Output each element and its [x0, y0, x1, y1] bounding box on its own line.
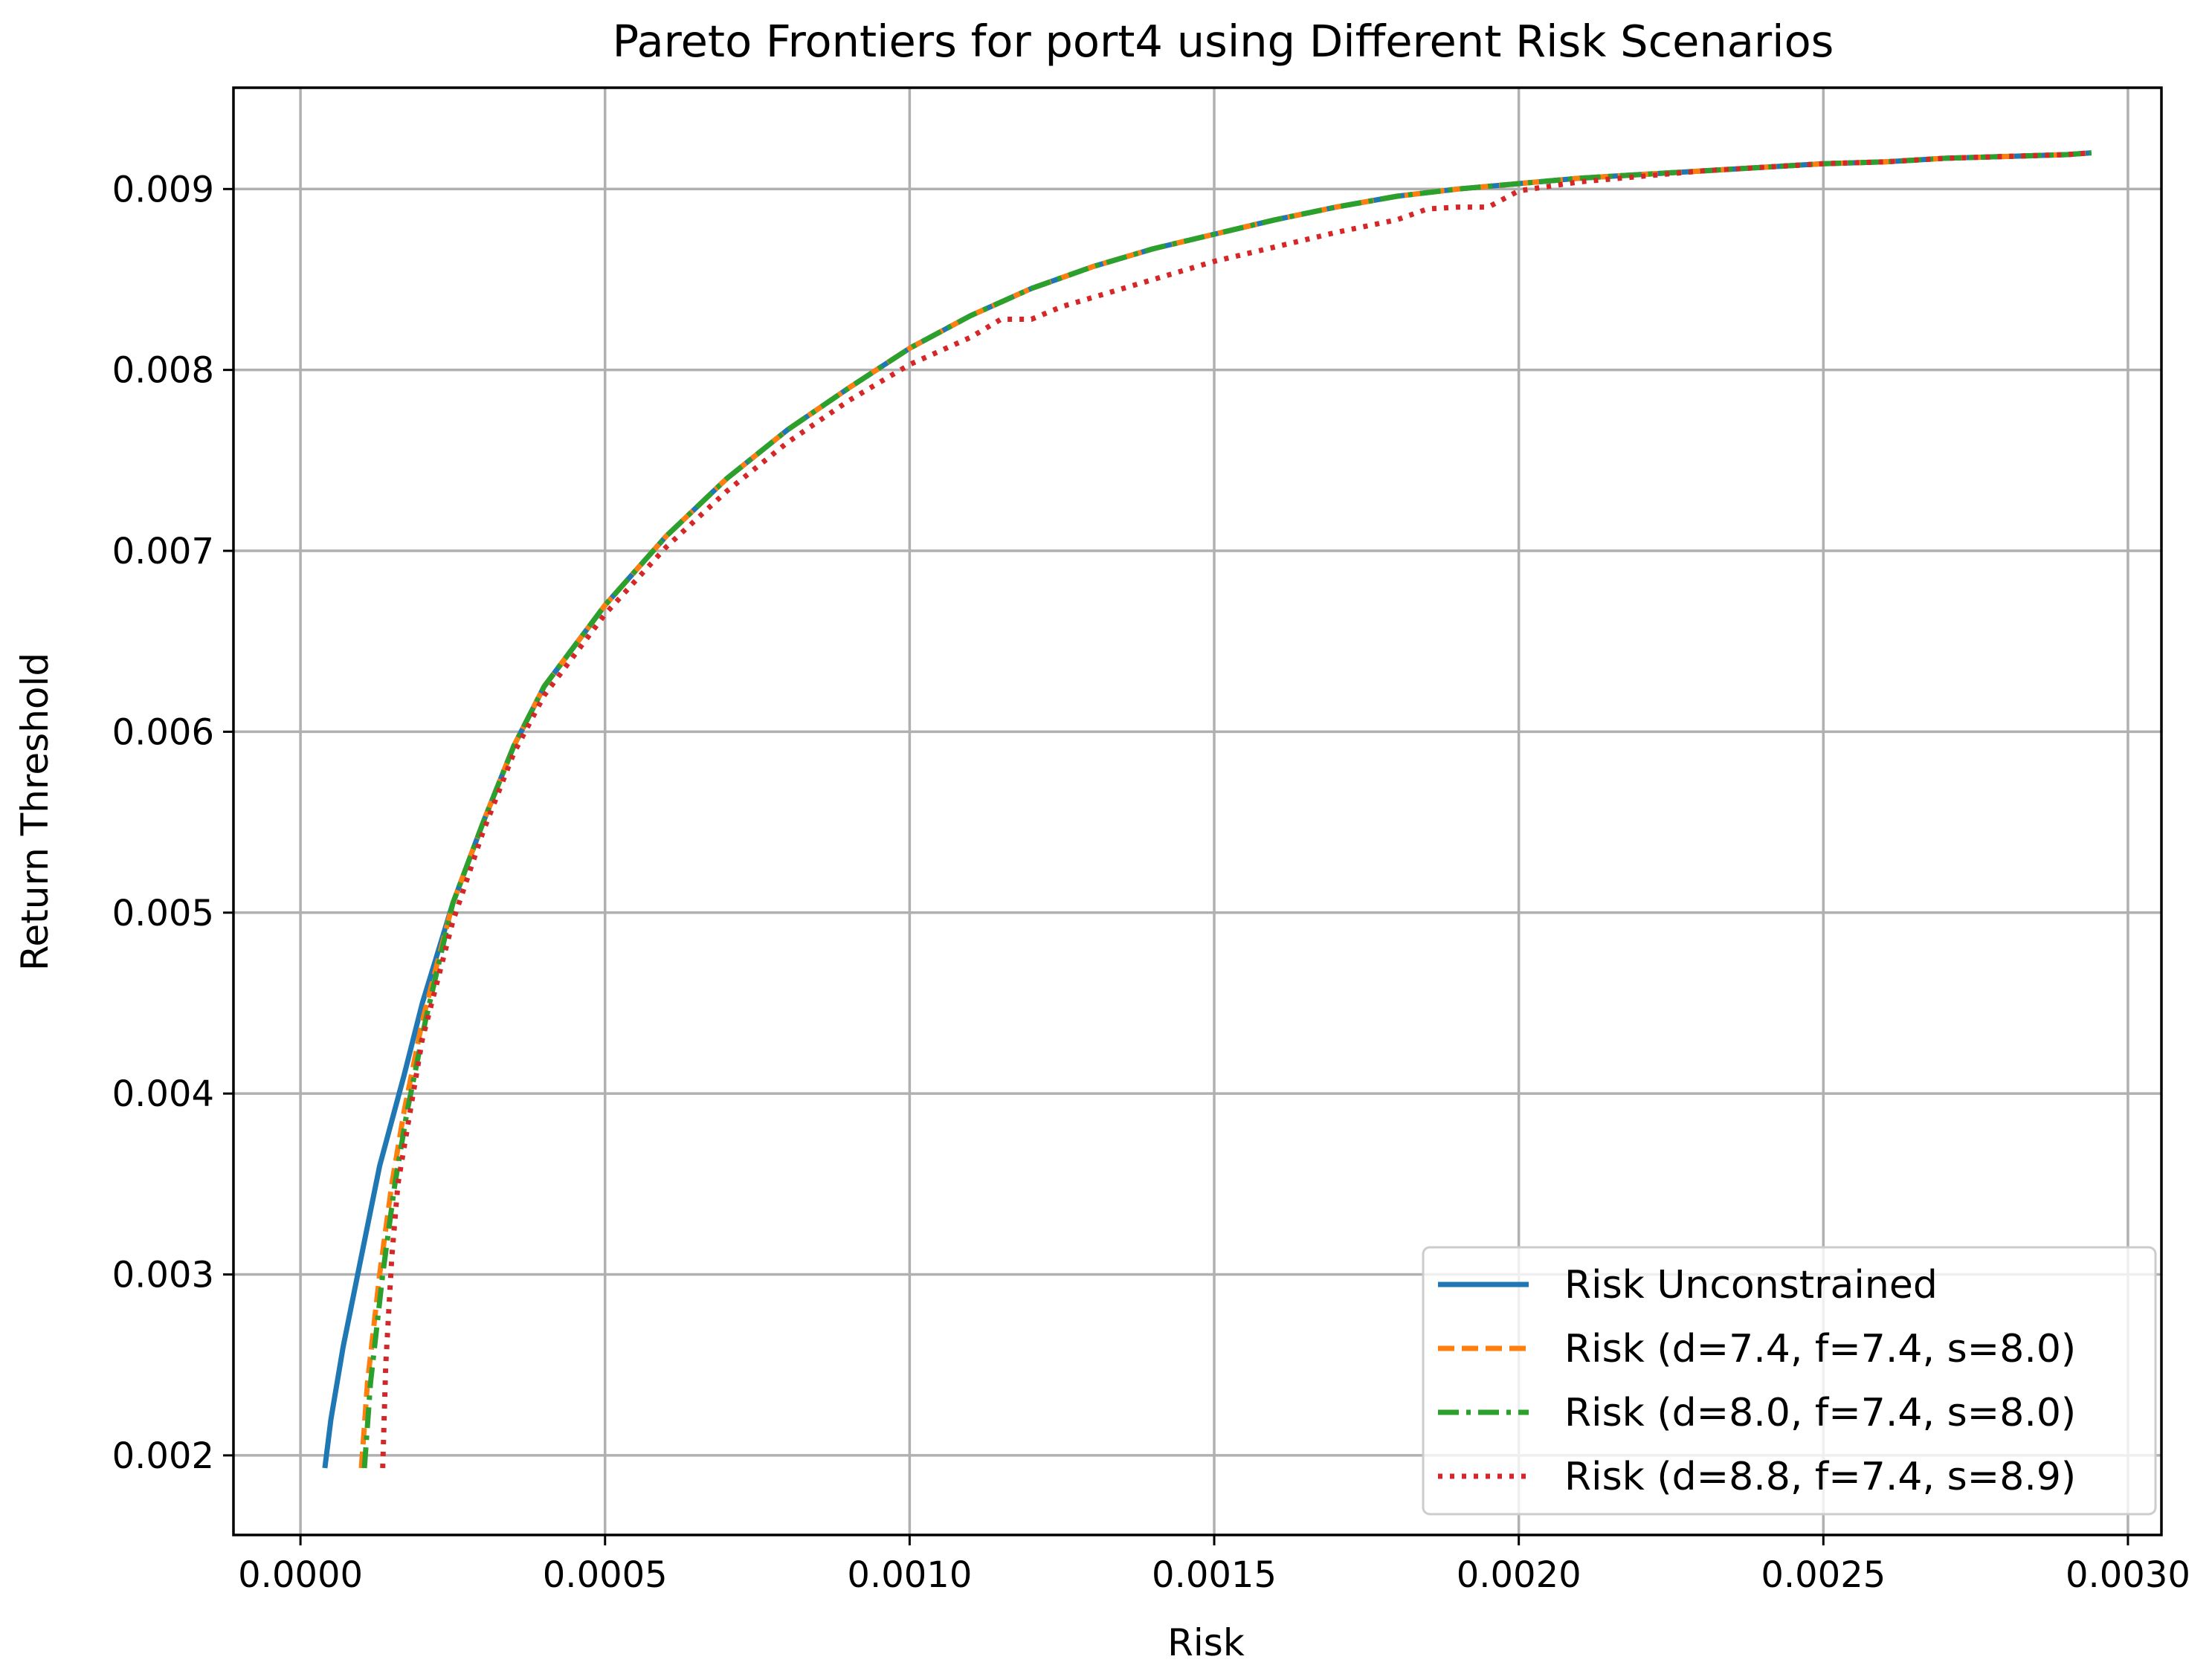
y-tick-label: 0.002 [112, 1435, 214, 1477]
legend-label-1: Risk Unconstrained [1564, 1263, 1938, 1308]
grid [233, 88, 2161, 1535]
y-tick-label: 0.009 [112, 169, 214, 210]
legend-box [1422, 1246, 2157, 1516]
plot-frame [232, 86, 2163, 1536]
chart-title: Pareto Frontiers for port4 using Differe… [613, 16, 1834, 67]
legend-label-2: Risk (d=7.4, f=7.4, s=8.0) [1564, 1327, 2076, 1371]
x-tick-label: 0.0030 [2066, 1554, 2190, 1596]
legend-label-4: Risk (d=8.8, f=7.4, s=8.9) [1564, 1455, 2076, 1499]
y-tick-label: 0.008 [112, 350, 214, 392]
legend: Risk Unconstrained Risk (d=7.4, f=7.4, s=… [1422, 1246, 2157, 1516]
x-tick-label: 0.0020 [1457, 1554, 1581, 1596]
y-tick-label: 0.007 [112, 531, 214, 572]
y-tick-label: 0.003 [112, 1255, 214, 1296]
x-tick-label: 0.0025 [1761, 1554, 1886, 1596]
legend-label-3: Risk (d=8.0, f=7.4, s=8.0) [1564, 1391, 2076, 1435]
y-tick-label: 0.006 [112, 711, 214, 753]
x-tick-label: 0.0010 [847, 1554, 972, 1596]
plot-lines [322, 150, 2092, 1469]
series-line-4 [380, 150, 2092, 1469]
x-tick-label: 0.0000 [238, 1554, 363, 1596]
x-axis-label: Risk [1167, 1621, 1245, 1664]
y-tick-label: 0.005 [112, 893, 214, 934]
x-tick-label: 0.0005 [543, 1554, 668, 1596]
y-axis-label: Return Threshold [13, 653, 57, 971]
y-tick-label: 0.004 [112, 1073, 214, 1115]
x-tick-label: 0.0015 [1152, 1554, 1277, 1596]
axis-ticks: 0.0000 0.0005 0.0010 0.0015 0.0020 0.0025 0.00… [112, 169, 2190, 1596]
